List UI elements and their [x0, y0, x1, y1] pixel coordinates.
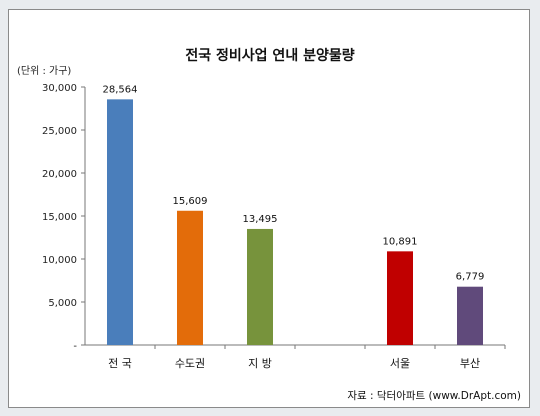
data-labels: 28,564 15,609 13,495 10,891 6,779: [103, 84, 485, 282]
bar: [177, 210, 203, 345]
y-tick-label: 5,000: [48, 298, 77, 309]
category-label: 서울: [390, 357, 410, 370]
source-note: 자료 : 닥터아파트 (www.DrApt.com): [347, 390, 521, 402]
y-tick-label: 15,000: [42, 212, 77, 223]
y-tick-label: -: [73, 341, 77, 352]
bar: [457, 286, 483, 345]
category-label: 전 국: [108, 357, 132, 370]
data-label: 13,495: [243, 214, 278, 225]
bar-chart: 전국 정비사업 연내 분양물량 (단위 : 가구) - 5,000 10,000 15…: [17, 47, 521, 402]
chart-area: 전국 정비사업 연내 분양물량 (단위 : 가구) - 5,000 10,000 15…: [8, 9, 530, 408]
category-label: 수도권: [175, 357, 205, 370]
bars: [107, 99, 483, 345]
y-tick-label: 25,000: [42, 126, 77, 137]
data-label: 15,609: [173, 196, 208, 207]
chart-title: 전국 정비사업 연내 분양물량: [185, 47, 354, 64]
data-label: 6,779: [456, 272, 485, 283]
data-label: 10,891: [383, 236, 418, 247]
unit-label: (단위 : 가구): [17, 64, 71, 77]
category-label: 지 방: [248, 357, 272, 370]
y-tick-label: 20,000: [42, 169, 77, 180]
bar: [107, 99, 133, 345]
y-ticks: - 5,000 10,000 15,000 20,000 25,000 30,000: [42, 83, 85, 352]
data-label: 28,564: [103, 84, 138, 95]
y-tick-label: 30,000: [42, 83, 77, 94]
bar: [387, 251, 413, 345]
category-labels: 전 국 수도권 지 방 서울 부산: [108, 345, 506, 370]
category-label: 부산: [460, 357, 480, 370]
y-tick-label: 10,000: [42, 255, 77, 266]
bar: [247, 228, 273, 345]
